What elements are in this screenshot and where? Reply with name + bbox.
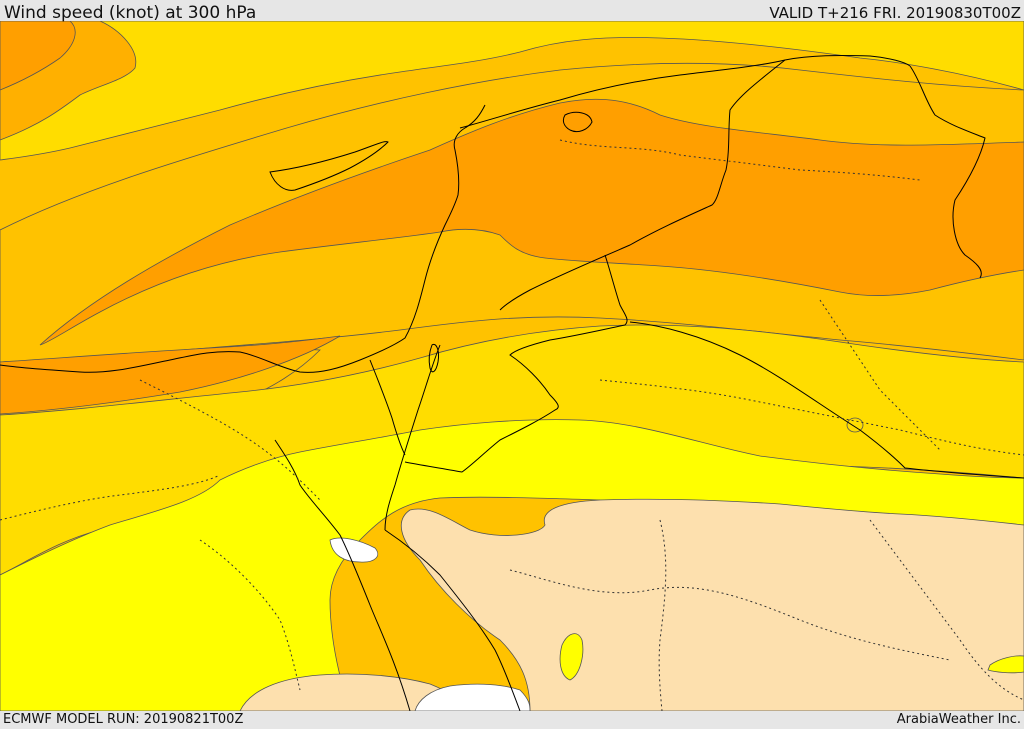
northwest-dark-orange-area xyxy=(0,21,76,91)
gulf-of-aqaba-coast xyxy=(384,344,441,531)
sinai-gulf-suez-coast xyxy=(274,439,411,711)
footer-bar: ECMWF MODEL RUN: 20190821T00Z ArabiaWeat… xyxy=(0,711,1024,729)
northern-light-band xyxy=(0,21,1024,161)
admin-boundary-9 xyxy=(869,519,1024,701)
admin-boundary-8 xyxy=(658,519,667,711)
admin-boundary-2 xyxy=(599,379,1024,456)
dead-sea xyxy=(428,343,439,373)
header-bar: Wind speed (knot) at 300 hPa VALID T+216… xyxy=(0,0,1024,23)
small-contour-oval xyxy=(846,417,864,433)
red-sea-west-coast xyxy=(384,529,521,711)
lowest-wind-island xyxy=(329,537,379,563)
jet-streak-core xyxy=(39,98,1024,346)
wind-speed-map xyxy=(0,21,1024,711)
lowest-wind-region xyxy=(414,683,531,711)
lower-left-dark-orange-band xyxy=(0,335,341,415)
small-yellow-spot xyxy=(559,633,584,681)
admin-boundary-5 xyxy=(0,474,221,521)
iraq-iran-border xyxy=(909,65,986,279)
egypt-israel-border xyxy=(369,359,406,456)
jordan-border xyxy=(404,254,628,473)
iraq-saudi-border xyxy=(629,321,1024,479)
mediterranean-coastline xyxy=(0,104,486,373)
admin-boundary-4 xyxy=(139,379,321,501)
cyprus-island xyxy=(269,141,389,191)
admin-boundary-7 xyxy=(819,299,941,451)
turkey-syria-border xyxy=(459,54,911,129)
admin-boundary-3 xyxy=(509,569,951,661)
admin-boundary-1 xyxy=(559,139,921,181)
bright-yellow-band xyxy=(0,419,1024,711)
syria-iraq-border xyxy=(499,59,786,311)
map-title: Wind speed (knot) at 300 hPa xyxy=(4,3,257,23)
admin-boundary-6 xyxy=(199,539,301,691)
southeast-peach-region xyxy=(401,498,1024,711)
east-yellow-spot xyxy=(987,655,1024,674)
lake-van xyxy=(562,111,593,133)
valid-time-label: VALID T+216 FRI. 20190830T00Z xyxy=(769,4,1021,22)
model-run-label: ECMWF MODEL RUN: 20190821T00Z xyxy=(3,712,244,727)
credit-label: ArabiaWeather Inc. xyxy=(896,712,1021,727)
